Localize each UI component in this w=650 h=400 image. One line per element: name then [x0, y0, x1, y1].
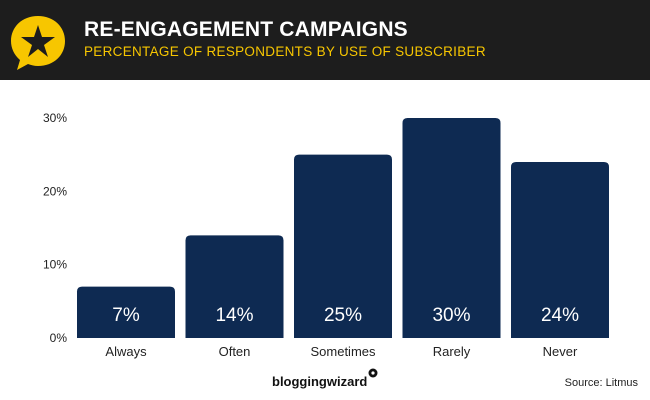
brand-star-icon	[368, 368, 378, 378]
chart-title: RE-ENGAGEMENT CAMPAIGNS	[84, 18, 408, 41]
header-bar: RE-ENGAGEMENT CAMPAIGNS PERCENTAGE OF RE…	[0, 0, 650, 80]
bar-value-label: 7%	[112, 305, 140, 326]
bar-sometimes	[294, 154, 392, 338]
bar-rarely	[402, 118, 501, 338]
x-tick-label: Sometimes	[310, 344, 376, 359]
bar-value-label: 30%	[432, 305, 470, 326]
star-speech-bubble-icon	[11, 16, 65, 70]
y-tick-label: 10%	[43, 258, 67, 272]
chart-subtitle: PERCENTAGE OF RESPONDENTS BY USE OF SUBS…	[84, 44, 486, 59]
bar-never	[511, 162, 609, 338]
y-tick-label: 30%	[43, 111, 67, 125]
bar-often	[185, 235, 284, 338]
y-tick-label: 20%	[43, 184, 67, 198]
x-tick-label: Often	[219, 344, 251, 359]
bar-value-label: 25%	[324, 305, 362, 326]
bar-value-label: 14%	[215, 305, 253, 326]
bar-always	[77, 286, 175, 338]
bar-value-label: 24%	[541, 305, 579, 326]
brand-text: bloggingwizard	[272, 374, 368, 389]
source-note: Source: Litmus	[564, 377, 638, 389]
x-tick-label: Rarely	[433, 344, 471, 359]
y-tick-label: 0%	[50, 331, 68, 345]
x-tick-label: Never	[543, 344, 578, 359]
x-tick-label: Always	[105, 344, 147, 359]
brand-logo: bloggingwizard	[272, 368, 378, 389]
